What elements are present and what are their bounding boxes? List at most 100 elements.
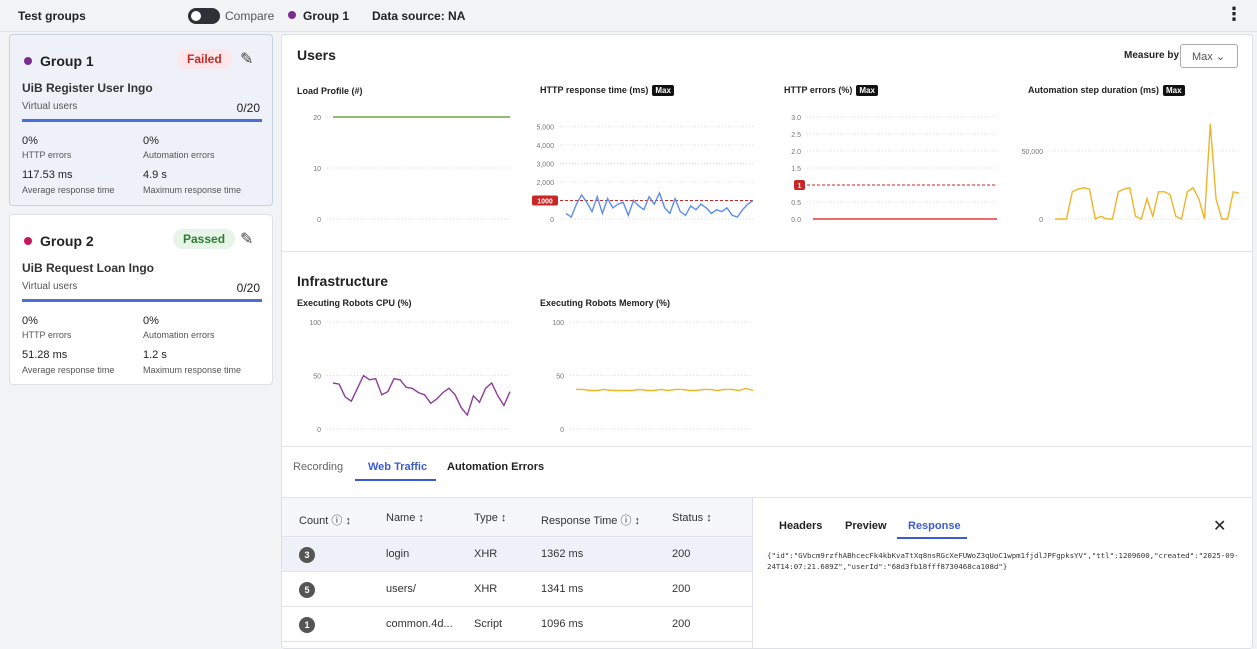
row-name: login (386, 548, 410, 560)
column-header-status[interactable]: Status ↕ (672, 512, 712, 524)
column-header-response-time[interactable]: Response Time ⓘ ↕ (541, 515, 641, 527)
group-card-1[interactable]: Group 1 Failed ✎ UiB Register User Ingo … (9, 34, 273, 206)
max-response-label: Maximum response time (143, 185, 242, 195)
users-section-title: Users (297, 47, 336, 63)
automation-step-chart: 50,000 0 (1022, 123, 1240, 224)
y-tick-label: 0 (317, 217, 321, 224)
y-tick-label: 20 (313, 115, 321, 122)
chart-title-http-errors: HTTP errors (%) Max (784, 85, 878, 96)
avg-response-value: 117.53 ms (22, 169, 73, 181)
automation-errors-label: Automation errors (143, 330, 215, 340)
y-tick-label: 1.5 (791, 166, 801, 173)
y-tick-label: 50,000 (1022, 149, 1044, 156)
virtual-users-label: Virtual users (22, 101, 78, 112)
row-type: XHR (474, 583, 498, 595)
group-name: Group 2 (40, 233, 94, 249)
max-response-label: Maximum response time (143, 365, 242, 375)
edit-pencil-icon[interactable]: ✎ (240, 231, 254, 248)
chart-title-http-rt: HTTP response time (ms) Max (540, 85, 674, 96)
status-badge: Passed (173, 229, 236, 249)
test-name: UiB Request Loan Ingo (22, 261, 154, 275)
top-bar: Test groups Compare Group 1 Data source:… (0, 0, 1257, 32)
http-errors-value: 0% (22, 135, 38, 147)
max-response-value: 1.2 s (143, 349, 167, 361)
more-vertical-icon[interactable]: ⋮ (1225, 4, 1243, 24)
series-line (332, 374, 511, 417)
http-errors-value: 0% (22, 315, 38, 327)
edit-pencil-icon[interactable]: ✎ (240, 51, 254, 68)
tab-headers[interactable]: Headers (779, 520, 823, 532)
tab-web-traffic[interactable]: Web Traffic (368, 461, 428, 473)
load-profile-chart: 20 10 0 (313, 115, 510, 224)
chart-title-automation-step: Automation step duration (ms) Max (1028, 85, 1185, 96)
max-tag: Max (1163, 85, 1185, 96)
row-name: common.4d... (386, 618, 453, 630)
virtual-users-label: Virtual users (22, 281, 78, 292)
y-tick-label: 0 (317, 427, 321, 434)
row-response-time: 1362 ms (541, 548, 584, 560)
measure-by-label: Measure by (1124, 50, 1180, 61)
chart-title-load: Load Profile (#) (297, 86, 363, 96)
section-divider (282, 446, 1252, 447)
table-row[interactable]: 5 users/ XHR 1341 ms 200 (282, 572, 752, 607)
avg-response-value: 51.28 ms (22, 349, 68, 361)
series-line (576, 387, 754, 392)
table-header: Count ⓘ ↕ Name ↕ Type ↕ Response Time ⓘ … (282, 497, 752, 537)
main-panel: Users Measure by Max ⌄ Load Profile (#) … (281, 34, 1253, 649)
test-groups-title: Test groups (18, 9, 86, 23)
virtual-users-progress (22, 119, 262, 122)
automation-errors-value: 0% (143, 135, 159, 147)
chevron-down-icon: ⌄ (1215, 51, 1226, 63)
section-divider (282, 251, 1252, 252)
max-tag: Max (856, 85, 878, 96)
y-tick-label: 3.0 (791, 115, 801, 122)
count-badge: 5 (299, 582, 315, 598)
response-panel: Headers Preview Response ✕ {"id":"GVbcm9… (752, 497, 1252, 648)
active-tab-indicator (897, 537, 967, 539)
status-badge: Failed (177, 49, 232, 69)
y-tick-label: 100 (552, 320, 564, 327)
y-tick-label: 10 (313, 166, 321, 173)
y-tick-label: 0 (1039, 217, 1043, 224)
tab-response[interactable]: Response (908, 520, 961, 532)
tab-automation-errors[interactable]: Automation Errors (447, 461, 545, 473)
cpu-chart: 100 50 0 (309, 320, 511, 434)
virtual-users-progress (22, 299, 262, 302)
y-tick-label: 3,000 (536, 161, 554, 168)
infrastructure-section-title: Infrastructure (297, 273, 389, 289)
tab-preview[interactable]: Preview (845, 520, 887, 532)
active-group-label: Group 1 (303, 9, 350, 23)
data-source-label: Data source: NA (372, 9, 466, 23)
group-card-2[interactable]: Group 2 Passed ✎ UiB Request Loan Ingo V… (9, 214, 273, 385)
avg-response-label: Average response time (22, 365, 115, 375)
measure-by-select[interactable]: Max ⌄ (1180, 44, 1238, 68)
row-status: 200 (672, 583, 691, 595)
http-errors-label: HTTP errors (22, 150, 72, 160)
y-tick-label: 0.0 (791, 217, 801, 224)
y-tick-label: 4,000 (536, 143, 554, 150)
threshold-badge (794, 180, 805, 190)
max-tag: Max (652, 85, 674, 96)
row-status: 200 (672, 548, 691, 560)
table-row[interactable]: 3 login XHR 1362 ms 200 (282, 537, 752, 572)
column-header-type[interactable]: Type ↕ (474, 512, 507, 524)
count-badge: 1 (299, 617, 315, 633)
table-row[interactable]: 1 common.4d... Script 1096 ms 200 (282, 607, 752, 642)
chart-title-memory: Executing Robots Memory (%) (540, 298, 671, 308)
column-header-name[interactable]: Name ↕ (386, 512, 424, 524)
row-status: 200 (672, 618, 691, 630)
avg-response-label: Average response time (22, 185, 115, 195)
column-header-count[interactable]: Count ⓘ ↕ (299, 515, 351, 527)
tab-recording[interactable]: Recording (293, 461, 344, 473)
automation-errors-label: Automation errors (143, 150, 215, 160)
compare-toggle[interactable] (188, 8, 220, 24)
close-icon[interactable]: ✕ (1213, 518, 1227, 535)
active-tab-indicator (355, 479, 436, 481)
test-name: UiB Register User Ingo (22, 81, 153, 95)
y-tick-label: 0 (560, 427, 564, 434)
measure-by-value: Max (1192, 51, 1213, 63)
count-badge: 3 (299, 547, 315, 563)
http-errors-chart: 3.0 2.5 2.0 1.5 0.5 0.0 1 (791, 115, 997, 224)
group-name: Group 1 (40, 53, 94, 69)
y-tick-label: 2.0 (791, 149, 801, 156)
